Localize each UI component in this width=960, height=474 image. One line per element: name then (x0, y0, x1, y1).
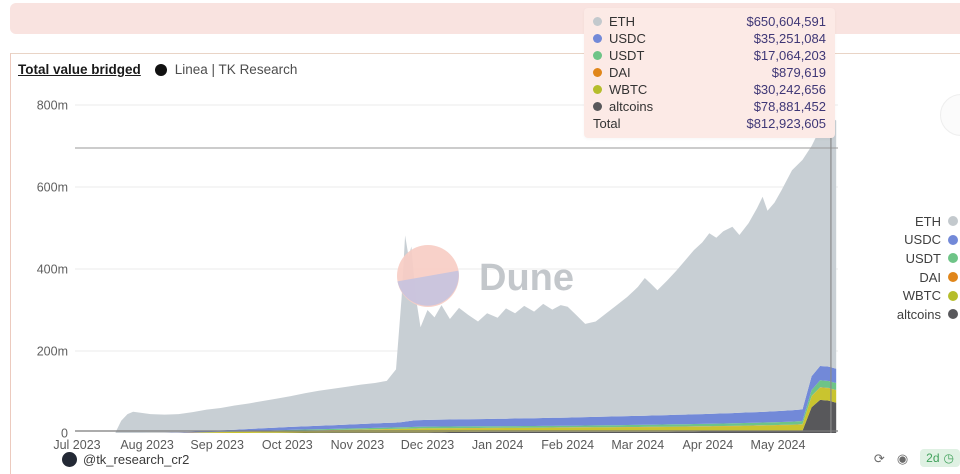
tooltip-row: USDC $35,251,084 (593, 30, 826, 47)
wbtc-dot-icon (948, 290, 958, 301)
tooltip-series-label: WBTC (609, 82, 648, 97)
series-marker-icon (154, 63, 167, 76)
legend-item-usdc[interactable]: USDC (897, 231, 958, 250)
tooltip-total-value: $812,923,605 (746, 116, 826, 131)
usdt-dot-icon (593, 51, 602, 60)
legend-item-dai[interactable]: DAI (897, 268, 958, 287)
legend-item-eth[interactable]: ETH (897, 212, 958, 231)
legend-label: USDT (905, 250, 941, 266)
author-footer: @tk_research_cr2 (62, 452, 189, 467)
usdt-dot-icon (948, 253, 958, 264)
legend-label: USDC (904, 232, 941, 248)
tooltip-series-value: $650,604,591 (746, 14, 826, 29)
chart-title-link[interactable]: Total value bridged (18, 62, 141, 77)
legend-item-usdt[interactable]: USDT (897, 249, 958, 268)
tooltip-total-row: Total $812,923,605 (593, 115, 826, 132)
tooltip-series-value: $879,619 (771, 65, 826, 80)
refresh-age-label: 2d (926, 451, 940, 465)
wbtc-dot-icon (593, 85, 602, 94)
tooltip-series-label: DAI (609, 65, 631, 80)
usdc-dot-icon (948, 234, 958, 245)
tooltip-row: WBTC $30,242,656 (593, 81, 826, 98)
fork-icon[interactable]: ⟳ (873, 450, 885, 466)
dai-dot-icon (593, 68, 602, 77)
tooltip-total-label: Total (593, 116, 621, 131)
tooltip-series-label: ETH (609, 14, 635, 29)
tooltip-row: altcoins $78,881,452 (593, 98, 826, 115)
chart-header: Total value bridged Linea | TK Research (18, 62, 297, 77)
tooltip-series-value: $35,251,084 (753, 31, 826, 46)
tooltip-series-value: $30,242,656 (753, 82, 826, 97)
dai-dot-icon (948, 272, 958, 283)
eth-dot-icon (948, 216, 958, 227)
tooltip-series-label: USDT (609, 48, 645, 63)
chart-actions: ⟳ ◉ 2d ◷ (874, 449, 960, 467)
legend-label: DAI (919, 269, 941, 285)
tooltip-series-label: USDC (609, 31, 646, 46)
refresh-age-badge[interactable]: 2d ◷ (920, 449, 960, 467)
tooltip-row: USDT $17,064,203 (593, 47, 826, 64)
altcoins-dot-icon (593, 102, 602, 111)
eth-dot-icon (593, 17, 602, 26)
tooltip-series-label: altcoins (609, 99, 654, 114)
author-handle[interactable]: @tk_research_cr2 (83, 452, 190, 467)
clock-icon: ◷ (943, 451, 954, 465)
usdc-dot-icon (593, 34, 602, 43)
legend-label: ETH (915, 213, 941, 229)
tooltip-row: DAI $879,619 (593, 64, 826, 81)
legend-item-altcoins[interactable]: altcoins (897, 305, 958, 324)
altcoins-dot-icon (948, 309, 958, 320)
legend-label: altcoins (896, 306, 941, 322)
tooltip-series-value: $17,064,203 (753, 48, 826, 63)
legend-label: WBTC (902, 288, 941, 304)
chart-tooltip: ETH $650,604,591 USDC $35,251,084 USDT $… (584, 8, 835, 138)
tooltip-series-value: $78,881,452 (753, 99, 826, 114)
chart-legend: ETH USDC USDT DAI WBTC altcoins (897, 212, 958, 324)
author-avatar (62, 452, 77, 467)
legend-item-wbtc[interactable]: WBTC (897, 286, 958, 305)
embed-icon[interactable]: ◉ (896, 450, 909, 466)
tooltip-row: ETH $650,604,591 (593, 13, 826, 30)
chart-subtitle: Linea | TK Research (174, 62, 298, 77)
